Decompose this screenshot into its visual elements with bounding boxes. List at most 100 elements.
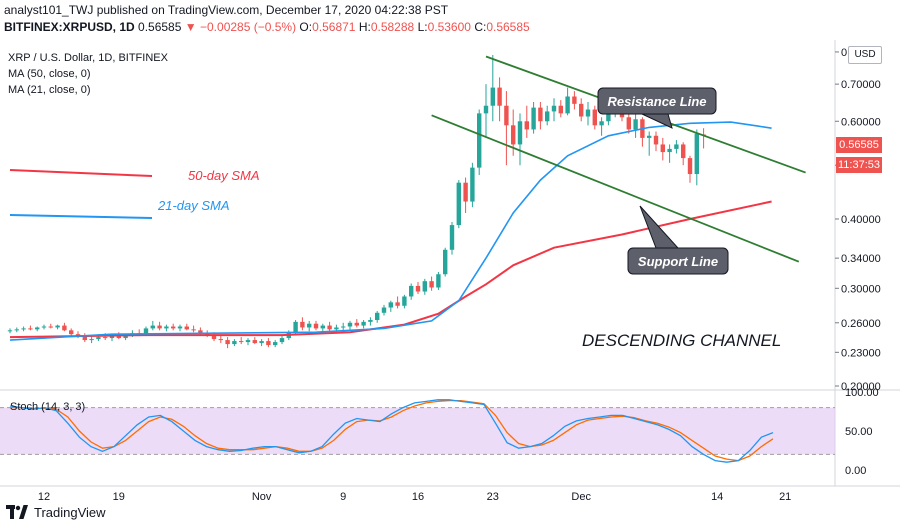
last-price: 0.56585 [138, 20, 182, 34]
candle-body [116, 336, 121, 339]
candle-body [184, 326, 189, 330]
symbol-ohlc-bar: BITFINEX:XRPUSD, 1D 0.56585 ▼ −0.00285 (… [4, 20, 530, 34]
candle-body [579, 103, 584, 117]
candle-body [436, 274, 441, 288]
candle-body [674, 144, 679, 149]
candle-body [96, 337, 101, 340]
stoch-band [0, 407, 835, 455]
candle-body [103, 337, 108, 339]
candle-body [463, 182, 468, 202]
sma50-sample-line [9, 169, 153, 177]
time-tick-label: 14 [711, 491, 723, 500]
time-tick-label: 9 [340, 491, 346, 500]
high-label: H: [358, 20, 371, 34]
candle-body [599, 121, 604, 126]
stoch-tick-label: 0.00 [845, 465, 866, 477]
price-tick-label: 0.30000 [841, 283, 881, 295]
sma50-label: 50-day SMA [188, 168, 260, 183]
candle-body [606, 111, 611, 122]
price-chart[interactable]: 0.800000.700000.600000.500000.400000.340… [0, 40, 900, 500]
price-change: −0.00285 (−0.5%) [200, 20, 297, 34]
price-tick-label: 0.20000 [841, 381, 881, 393]
candle-body [517, 121, 523, 145]
price-tick-label: 0.34000 [841, 253, 881, 265]
open-value: 0.56871 [312, 20, 356, 34]
candle-body [266, 341, 271, 346]
candle-body [41, 326, 47, 328]
resistance-callout-box [597, 87, 717, 115]
candle-body [633, 119, 638, 130]
candle-body [273, 342, 278, 346]
high-value: 0.58288 [370, 20, 415, 34]
candle-body [660, 144, 665, 153]
candle-body [402, 296, 407, 306]
price-tick-label: 0.26000 [841, 318, 881, 330]
candle-body [347, 322, 353, 327]
candle-body [334, 327, 339, 330]
candle-body [524, 121, 529, 130]
candle-body [171, 326, 176, 329]
candle-body [225, 340, 230, 345]
publish-info: analyst101_TWJ published on TradingView.… [4, 3, 449, 17]
candle-body [490, 87, 495, 106]
candle-body [409, 285, 414, 297]
time-tick-label: 21 [779, 491, 791, 500]
candle-body [28, 328, 33, 330]
ma50-legend[interactable]: MA (50, close, 0) [8, 68, 91, 80]
change-arrow-icon: ▼ [184, 20, 197, 34]
stoch-d-line [10, 399, 774, 462]
candle-body [293, 321, 298, 333]
candle-body [504, 105, 509, 126]
candle-body [429, 281, 434, 288]
candle-body [69, 330, 74, 335]
candle-body [456, 182, 461, 226]
candle-body [443, 249, 448, 275]
tradingview-logo-icon [6, 505, 28, 519]
candle-body [109, 336, 115, 339]
stoch-tick-label: 50.00 [845, 426, 873, 438]
time-tick-label: Dec [571, 491, 591, 500]
candle-body [300, 321, 305, 328]
candle-body [55, 325, 60, 328]
candle-body [565, 96, 570, 114]
candle-body [477, 113, 482, 168]
candle-body [653, 135, 659, 145]
candle-body [368, 320, 373, 322]
support-callout-label: Support Line [638, 254, 718, 269]
candle-body [143, 328, 149, 335]
candle-body [687, 158, 693, 175]
candle-body [545, 111, 550, 122]
candle-body [157, 325, 162, 329]
footer-brand[interactable]: TradingView [6, 501, 106, 523]
candle-body [164, 326, 169, 329]
candle-body [320, 325, 325, 329]
candle-body [354, 322, 359, 326]
candle-body [592, 109, 597, 126]
candle-body [313, 323, 319, 329]
candle-body [497, 87, 502, 106]
low-value: 0.53600 [427, 20, 471, 34]
candle-body [470, 167, 475, 202]
candle-body [232, 341, 237, 345]
candle-body [449, 225, 455, 250]
candle-body [681, 144, 686, 159]
candle-body [395, 302, 400, 306]
ma21-legend[interactable]: MA (21, close, 0) [8, 84, 91, 96]
candle-body [415, 285, 421, 292]
time-tick-label: Nov [252, 491, 272, 500]
candle-body [538, 107, 543, 122]
sma21-sample-line [9, 214, 153, 219]
candle-body [123, 335, 128, 339]
time-tick-label: 16 [412, 491, 424, 500]
resistance-callout-label: Resistance Line [608, 94, 707, 109]
last-price-tag: 0.56585 [836, 137, 882, 153]
candle-body [82, 336, 87, 341]
currency-button[interactable]: USD [848, 46, 882, 64]
close-label: C: [474, 20, 487, 34]
candle-body [511, 125, 516, 145]
support-callout-pointer [639, 205, 680, 249]
candle-body [585, 109, 591, 117]
open-label: O: [299, 20, 313, 34]
candle-body [198, 330, 203, 334]
candle-body [381, 307, 387, 313]
